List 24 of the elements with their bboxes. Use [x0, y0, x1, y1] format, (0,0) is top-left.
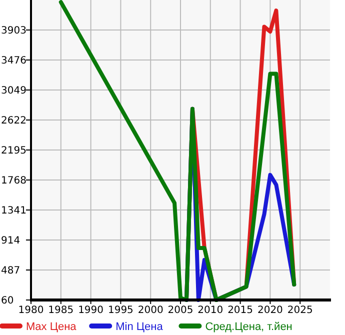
x-tick-label: 2015 — [228, 305, 254, 316]
y-tick-label: 3903 — [1, 26, 26, 36]
y-tick-label: 3049 — [1, 86, 26, 96]
x-tick-label: 2025 — [287, 305, 313, 316]
y-tick-label: 3476 — [1, 56, 26, 66]
y-tick-label: 2195 — [1, 146, 26, 156]
legend-label: Max Цена — [26, 321, 78, 333]
x-tick-label: 1980 — [18, 305, 44, 316]
x-tick-label: 1990 — [78, 305, 104, 316]
y-tick-label: 1768 — [1, 176, 26, 186]
legend-label: Сред.Цена, т.йен — [205, 321, 292, 333]
x-tick-label: 2000 — [138, 305, 164, 316]
legend-label: Min Цена — [116, 321, 164, 333]
y-tick-label: 2622 — [1, 116, 26, 126]
y-tick-label: 914 — [1, 236, 20, 246]
y-tick-label: 60 — [1, 296, 14, 306]
y-tick-label: 487 — [1, 266, 20, 276]
x-tick-label: 2020 — [257, 305, 283, 316]
x-tick-label: 2010 — [198, 305, 224, 316]
y-tick-label: 1341 — [1, 206, 26, 216]
line-series — [58, 0, 296, 302]
x-tick-label: 2005 — [168, 305, 194, 316]
x-tick-label: 1985 — [48, 305, 74, 316]
x-tick-label: 1995 — [108, 305, 134, 316]
